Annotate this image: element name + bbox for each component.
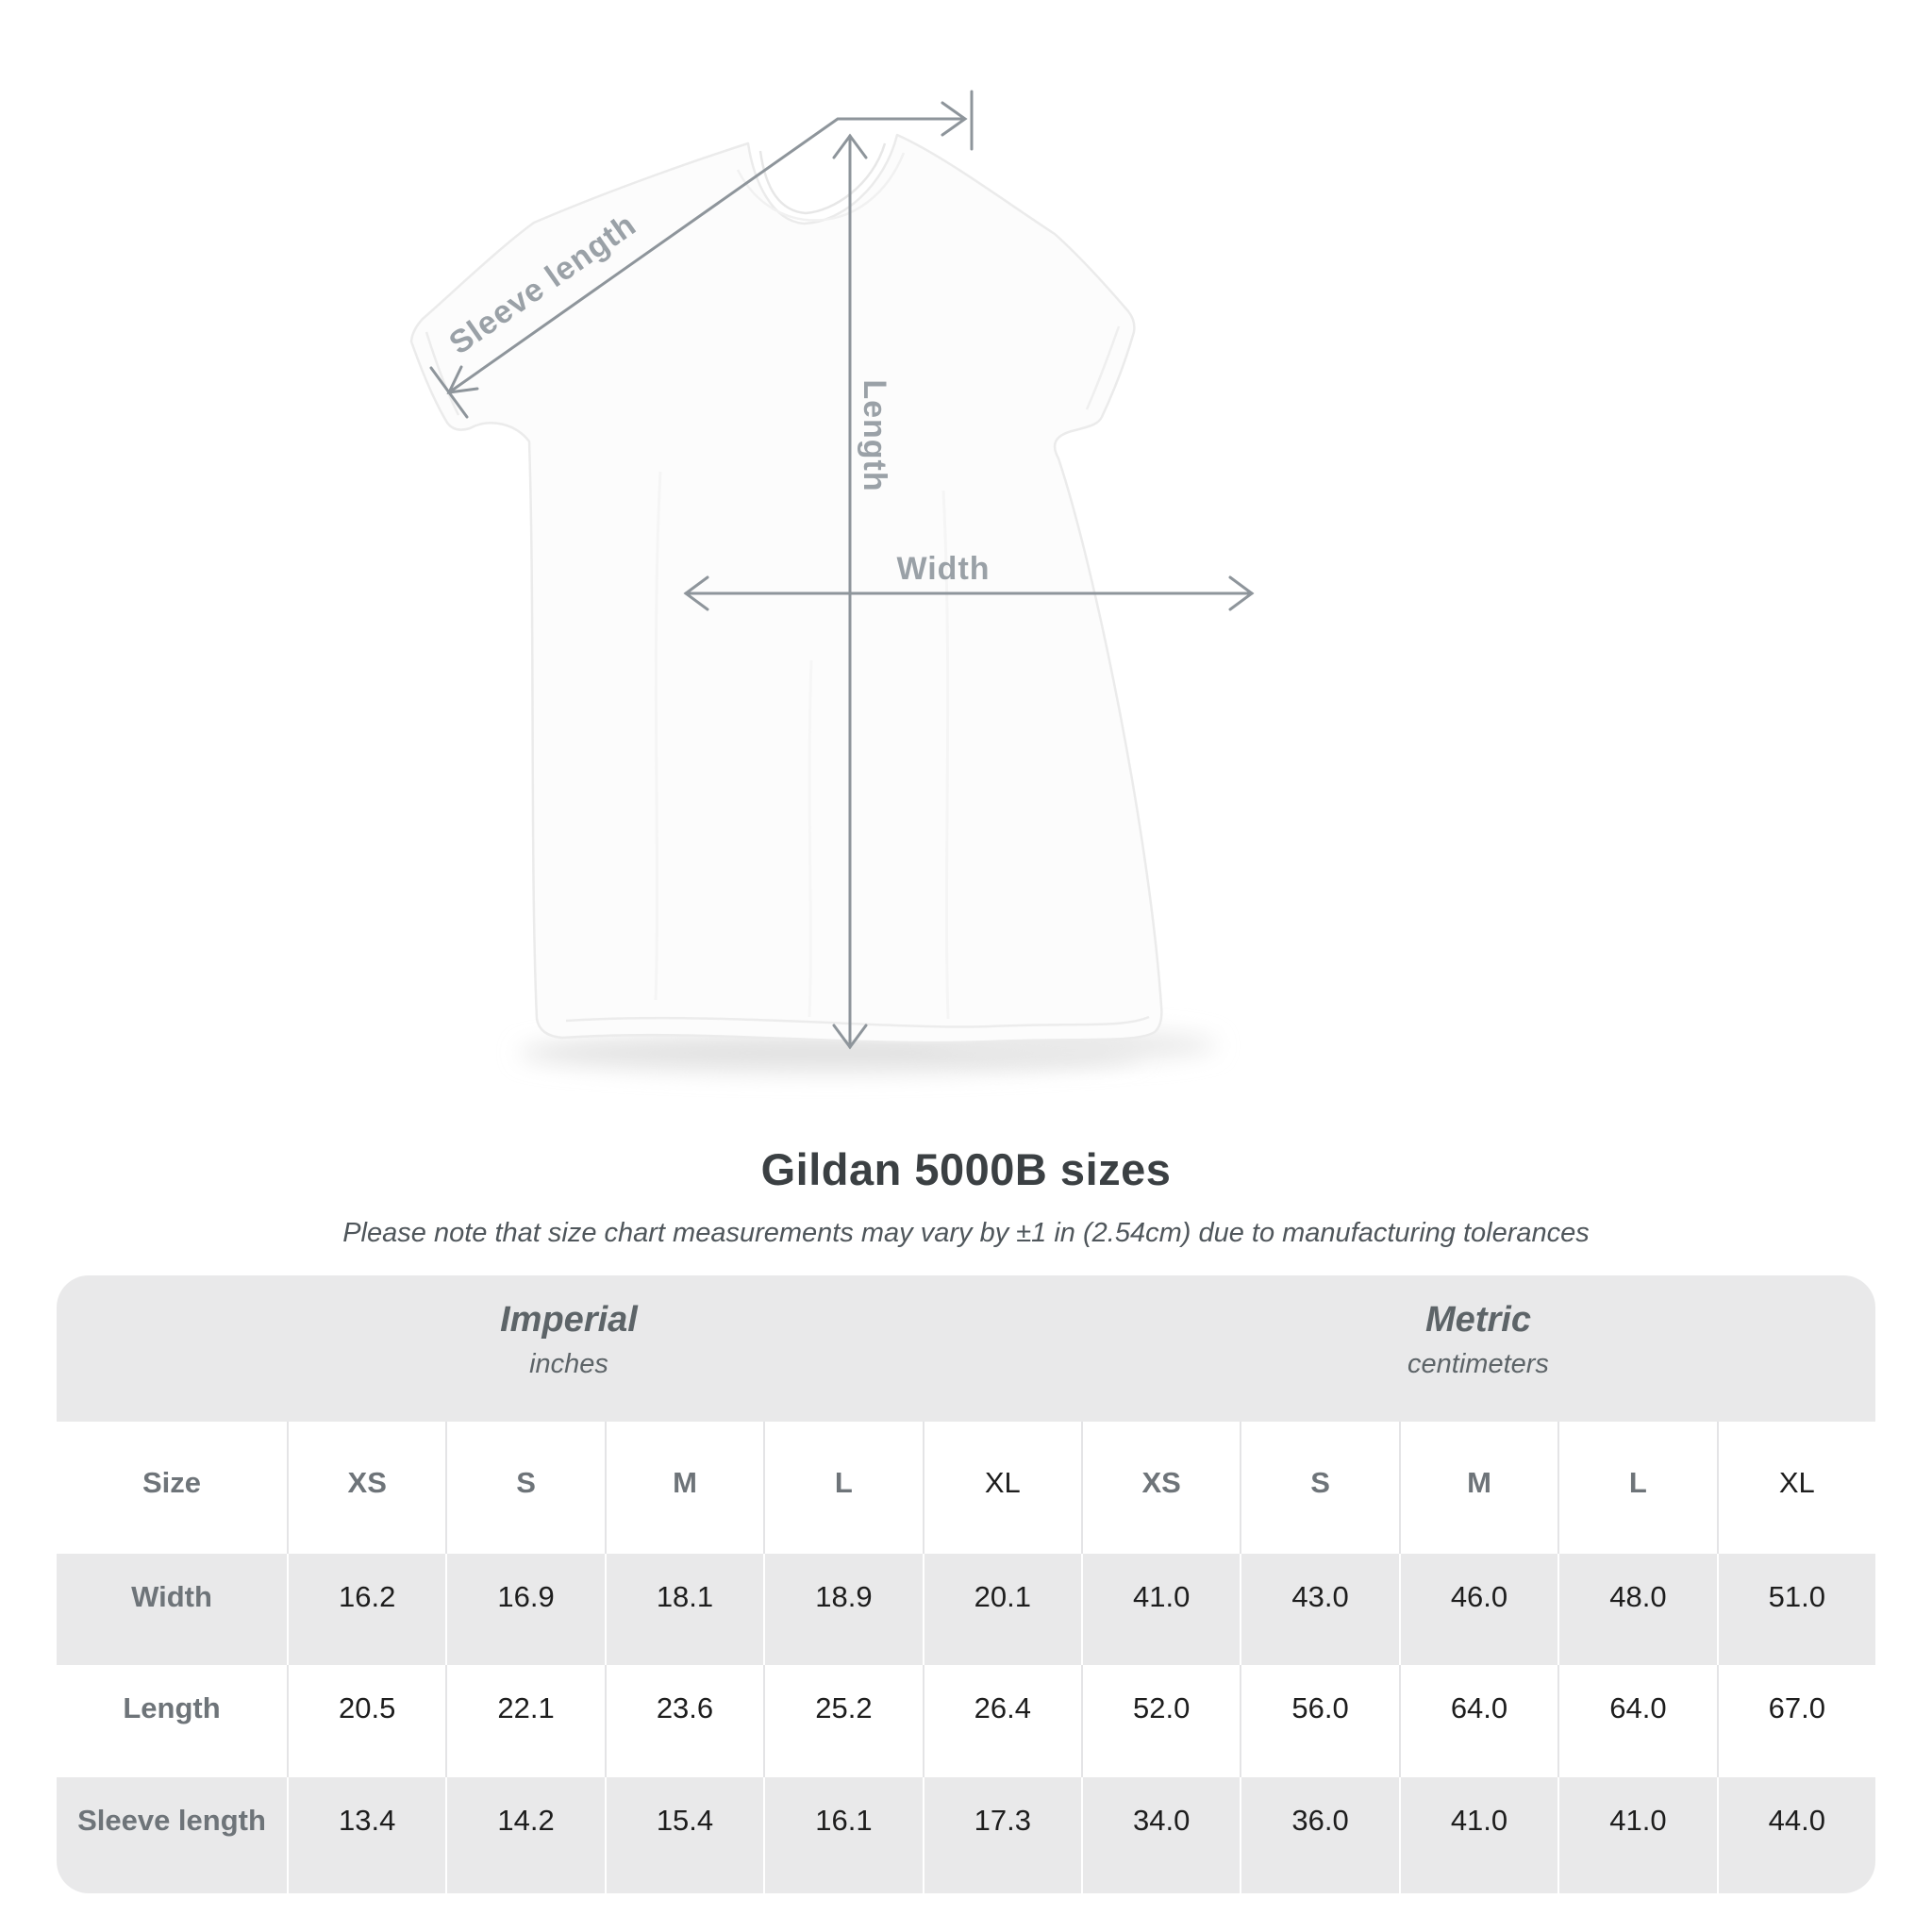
sleeve-metric-s: 36.0 — [1240, 1777, 1398, 1893]
width-metric-xs: 41.0 — [1080, 1554, 1240, 1665]
sleeve-length-line — [429, 90, 974, 419]
width-label: Width — [896, 551, 990, 587]
size-col-imperial-s: S — [445, 1422, 604, 1554]
sleeve-imperial-m: 15.4 — [604, 1777, 763, 1893]
imperial-group-header: Imperial inches — [57, 1275, 1081, 1422]
size-col-imperial-xl: XL — [922, 1422, 1081, 1554]
length-metric-xl: 67.0 — [1716, 1665, 1875, 1777]
imperial-unit: inches — [529, 1349, 608, 1379]
size-col-metric-m: M — [1398, 1422, 1557, 1554]
size-table: Imperial inches Metric centimeters Size … — [57, 1275, 1875, 1893]
size-col-metric-l: L — [1557, 1422, 1716, 1554]
width-imperial-xl: 20.1 — [922, 1554, 1081, 1665]
sleeve-imperial-xl: 17.3 — [922, 1777, 1081, 1893]
size-col-imperial-l: L — [763, 1422, 922, 1554]
size-col-metric-xs: XS — [1080, 1422, 1240, 1554]
width-metric-s: 43.0 — [1240, 1554, 1398, 1665]
width-imperial-m: 18.1 — [604, 1554, 763, 1665]
page-subtitle: Please note that size chart measurements… — [342, 1218, 1590, 1248]
length-metric-l: 64.0 — [1557, 1665, 1716, 1777]
length-metric-xs: 52.0 — [1080, 1665, 1240, 1777]
imperial-title: Imperial — [500, 1300, 638, 1340]
row-label-sleeve-length: Sleeve length — [77, 1804, 266, 1837]
sleeve-metric-xs: 34.0 — [1080, 1777, 1240, 1893]
width-imperial-xs: 16.2 — [287, 1554, 445, 1665]
size-header-row: Size XS S M L XL XS S M L XL — [57, 1422, 1875, 1554]
sleeve-metric-l: 41.0 — [1557, 1777, 1716, 1893]
width-metric-xl: 51.0 — [1716, 1554, 1875, 1665]
sleeve-imperial-s: 14.2 — [445, 1777, 604, 1893]
page-title: Gildan 5000B sizes — [760, 1144, 1172, 1194]
metric-unit: centimeters — [1407, 1349, 1549, 1379]
width-metric-m: 46.0 — [1398, 1554, 1557, 1665]
width-imperial-l: 18.9 — [763, 1554, 922, 1665]
size-header-label: Size — [142, 1466, 202, 1499]
length-line — [832, 133, 868, 1050]
row-label-length: Length — [123, 1691, 221, 1724]
table-row-sleeve-length: Sleeve length 13.4 14.2 15.4 16.1 17.3 3… — [57, 1777, 1875, 1893]
sleeve-metric-m: 41.0 — [1398, 1777, 1557, 1893]
size-col-imperial-xs: XS — [287, 1422, 445, 1554]
size-col-metric-s: S — [1240, 1422, 1398, 1554]
metric-title: Metric — [1425, 1300, 1531, 1340]
length-imperial-xl: 26.4 — [922, 1665, 1081, 1777]
tshirt-diagram: Sleeve length Length Width — [409, 90, 1255, 1072]
length-imperial-l: 25.2 — [763, 1665, 922, 1777]
row-label-width: Width — [131, 1580, 212, 1613]
unit-header-band: Imperial inches Metric centimeters — [57, 1275, 1875, 1422]
length-imperial-m: 23.6 — [604, 1665, 763, 1777]
length-metric-s: 56.0 — [1240, 1665, 1398, 1777]
width-line — [683, 575, 1255, 611]
sleeve-metric-xl: 44.0 — [1716, 1777, 1875, 1893]
table-row-length: Length 20.5 22.1 23.6 25.2 26.4 52.0 56.… — [57, 1665, 1875, 1777]
table-row-width: Width 16.2 16.9 18.1 18.9 20.1 41.0 43.0… — [57, 1554, 1875, 1665]
measurement-lines — [429, 90, 1255, 1050]
size-col-metric-xl: XL — [1716, 1422, 1875, 1554]
sleeve-imperial-xs: 13.4 — [287, 1777, 445, 1893]
width-metric-l: 48.0 — [1557, 1554, 1716, 1665]
size-col-imperial-m: M — [604, 1422, 763, 1554]
tshirt-illustration — [409, 133, 1163, 1044]
sleeve-imperial-l: 16.1 — [763, 1777, 922, 1893]
length-label: Length — [857, 379, 892, 491]
length-metric-m: 64.0 — [1398, 1665, 1557, 1777]
length-imperial-xs: 20.5 — [287, 1665, 445, 1777]
metric-group-header: Metric centimeters — [1081, 1275, 1875, 1422]
width-imperial-s: 16.9 — [445, 1554, 604, 1665]
length-imperial-s: 22.1 — [445, 1665, 604, 1777]
